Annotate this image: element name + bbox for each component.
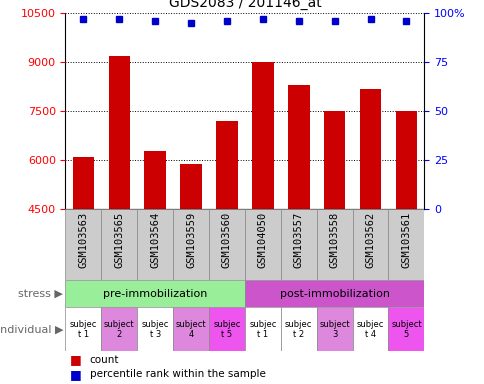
Bar xyxy=(144,151,166,209)
Bar xyxy=(108,56,130,209)
Bar xyxy=(244,209,280,280)
Text: subjec
t 3: subjec t 3 xyxy=(141,319,168,339)
Bar xyxy=(388,307,424,351)
Bar xyxy=(73,157,94,209)
Text: GSM103558: GSM103558 xyxy=(329,212,339,268)
Bar xyxy=(388,209,424,280)
Text: post-immobilization: post-immobilization xyxy=(279,289,389,299)
Bar xyxy=(173,307,209,351)
Title: GDS2083 / 201146_at: GDS2083 / 201146_at xyxy=(168,0,320,10)
Text: subject
5: subject 5 xyxy=(390,319,421,339)
Text: subjec
t 2: subjec t 2 xyxy=(285,319,312,339)
Bar xyxy=(209,209,244,280)
Bar xyxy=(101,307,137,351)
Text: GSM103557: GSM103557 xyxy=(293,212,303,268)
Text: GSM103559: GSM103559 xyxy=(186,212,196,268)
Bar xyxy=(395,111,416,209)
Bar xyxy=(180,164,201,209)
Bar xyxy=(280,307,316,351)
Bar xyxy=(216,121,237,209)
Text: ■: ■ xyxy=(70,354,82,366)
Text: GSM103562: GSM103562 xyxy=(365,212,375,268)
Bar xyxy=(137,307,173,351)
Bar xyxy=(316,209,352,280)
Text: GSM104050: GSM104050 xyxy=(257,212,267,268)
Text: subjec
t 1: subjec t 1 xyxy=(249,319,276,339)
Text: subject
2: subject 2 xyxy=(104,319,135,339)
Text: ■: ■ xyxy=(70,368,82,381)
Bar xyxy=(173,209,209,280)
Bar xyxy=(244,307,280,351)
Bar xyxy=(65,209,101,280)
Text: GSM103565: GSM103565 xyxy=(114,212,124,268)
Bar xyxy=(359,88,380,209)
Text: stress ▶: stress ▶ xyxy=(18,289,63,299)
Text: GSM103563: GSM103563 xyxy=(78,212,88,268)
Bar xyxy=(101,209,137,280)
Bar xyxy=(316,307,352,351)
Bar xyxy=(280,209,316,280)
Text: GSM103561: GSM103561 xyxy=(401,212,410,268)
Bar xyxy=(252,62,273,209)
Bar xyxy=(65,307,101,351)
Text: subject
3: subject 3 xyxy=(318,319,349,339)
Text: subjec
t 4: subjec t 4 xyxy=(356,319,383,339)
Text: subjec
t 5: subjec t 5 xyxy=(213,319,240,339)
Bar xyxy=(65,280,244,307)
Text: individual ▶: individual ▶ xyxy=(0,324,63,334)
Bar xyxy=(352,209,388,280)
Bar xyxy=(137,209,173,280)
Text: percentile rank within the sample: percentile rank within the sample xyxy=(90,369,265,379)
Text: count: count xyxy=(90,355,119,365)
Text: GSM103560: GSM103560 xyxy=(222,212,231,268)
Bar xyxy=(323,111,345,209)
Text: subjec
t 1: subjec t 1 xyxy=(70,319,97,339)
Text: pre-immobilization: pre-immobilization xyxy=(103,289,207,299)
Bar xyxy=(244,280,424,307)
Bar xyxy=(352,307,388,351)
Text: GSM103564: GSM103564 xyxy=(150,212,160,268)
Text: subject
4: subject 4 xyxy=(175,319,206,339)
Bar xyxy=(209,307,244,351)
Bar xyxy=(287,85,309,209)
